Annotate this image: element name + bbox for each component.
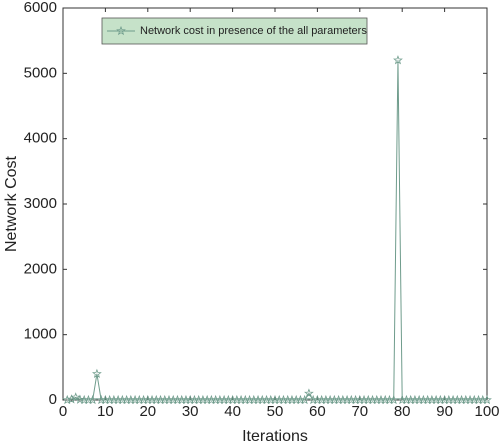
y-tick-label: 4000 [24, 130, 57, 147]
point-marker [62, 394, 73, 405]
y-tick-label: 2000 [24, 260, 57, 277]
point-marker [304, 388, 314, 398]
legend-box [101, 17, 368, 45]
point-marker [87, 394, 98, 405]
x-tick-label: 70 [351, 403, 368, 420]
y-tick-label: 3000 [24, 195, 57, 212]
x-tick-label: 90 [436, 403, 453, 420]
legend-text: Network cost in presence of the all para… [140, 25, 367, 37]
x-tick-label: 50 [267, 403, 284, 420]
y-axis-label: Network Cost [3, 155, 20, 252]
point-marker [482, 394, 492, 405]
x-tick-label: 30 [182, 403, 199, 420]
point-marker [92, 368, 102, 379]
point-marker [299, 394, 310, 405]
x-tick-label: 100 [474, 403, 499, 420]
x-tick-label: 0 [59, 403, 67, 420]
x-tick-label: 20 [139, 403, 156, 420]
y-tick-label: 6000 [24, 0, 57, 16]
x-tick-label: 40 [224, 403, 241, 420]
y-tick-label: 1000 [24, 326, 57, 343]
y-tick-label: 0 [49, 391, 57, 408]
point-marker [70, 392, 81, 402]
x-tick-label: 80 [394, 403, 411, 420]
legend-marker [116, 25, 126, 36]
x-tick-label: 10 [97, 403, 114, 420]
point-marker [393, 55, 403, 65]
point-marker [388, 394, 399, 405]
x-tick-label: 60 [309, 403, 326, 420]
y-tick-label: 5000 [24, 64, 57, 81]
x-axis-label: Iterations [242, 428, 308, 445]
